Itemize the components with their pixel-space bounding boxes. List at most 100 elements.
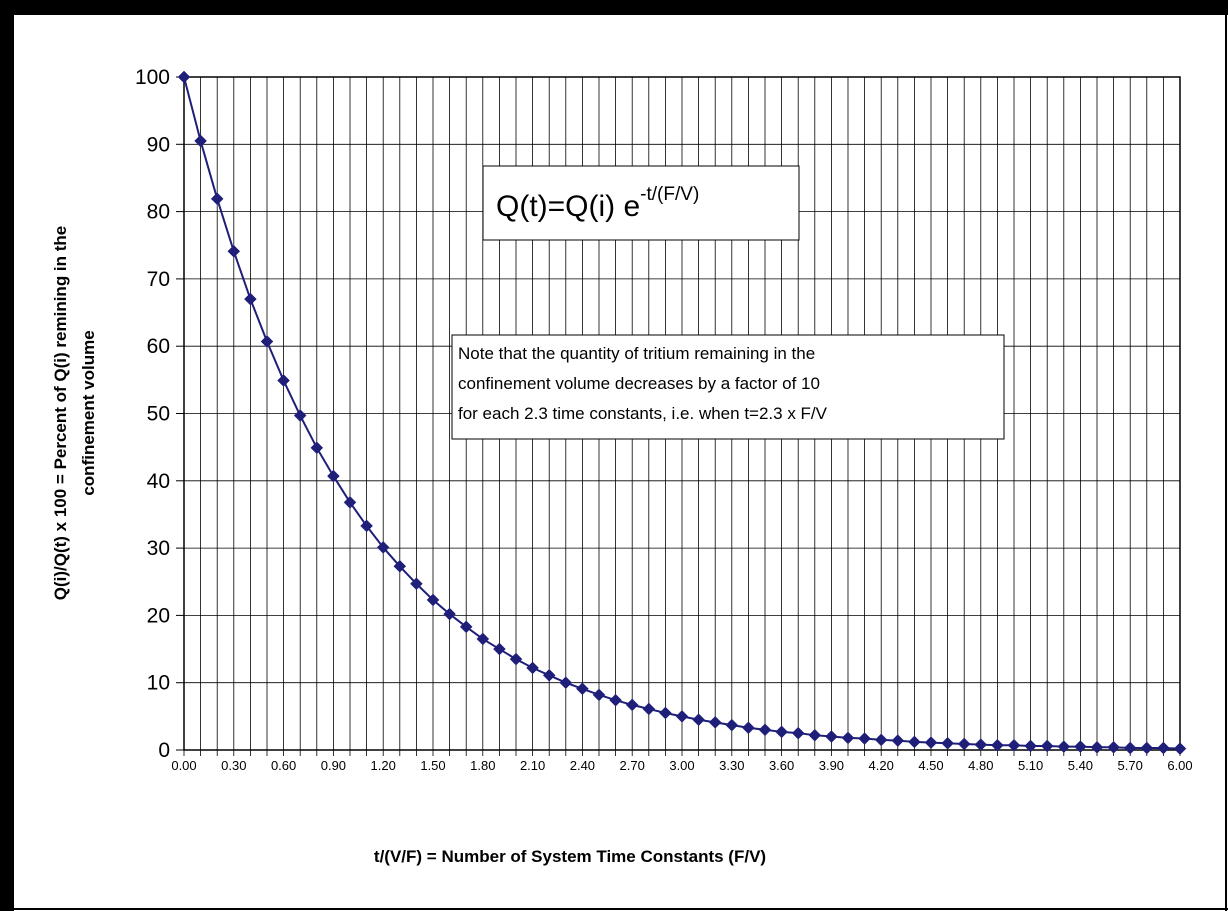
data-point bbox=[1024, 739, 1037, 753]
data-point bbox=[177, 70, 191, 84]
y-axis-title: Q(i)/Q(t) x 100 = Percent of Q(i) remini… bbox=[51, 226, 98, 601]
data-point bbox=[1123, 741, 1137, 755]
data-point bbox=[327, 469, 340, 483]
formula-base: Q(t)=Q(i) e bbox=[496, 190, 640, 223]
data-point bbox=[1173, 742, 1187, 756]
data-point bbox=[310, 441, 324, 455]
note-line-1: Note that the quantity of tritium remain… bbox=[458, 344, 815, 363]
formula-text: Q(t)=Q(i) e-t/(F/V) bbox=[496, 184, 699, 223]
data-point bbox=[974, 738, 988, 751]
x-tick-label: 1.80 bbox=[470, 758, 495, 773]
data-point bbox=[493, 642, 506, 656]
data-point bbox=[277, 374, 290, 387]
data-point bbox=[542, 668, 556, 682]
y-tick-label: 90 bbox=[147, 133, 170, 156]
y-tick-label: 0 bbox=[158, 739, 170, 762]
x-tick-label: 3.30 bbox=[719, 758, 744, 773]
data-point bbox=[1057, 740, 1071, 753]
note-annotation: Note that the quantity of tritium remain… bbox=[451, 334, 1005, 440]
data-point bbox=[393, 559, 407, 573]
data-point bbox=[1140, 741, 1154, 755]
data-point bbox=[1157, 741, 1170, 755]
x-tick-label: 5.70 bbox=[1118, 758, 1143, 773]
data-point bbox=[410, 577, 423, 591]
data-point bbox=[924, 736, 938, 749]
note-box bbox=[451, 334, 1005, 440]
data-point bbox=[957, 737, 971, 751]
x-tick-label: 1.20 bbox=[371, 758, 396, 773]
y-tick-label: 20 bbox=[147, 604, 170, 627]
x-tick-label: 3.60 bbox=[769, 758, 794, 773]
data-point bbox=[360, 519, 373, 533]
y-tick-label: 10 bbox=[147, 672, 170, 695]
data-point bbox=[476, 632, 490, 646]
data-point bbox=[791, 726, 805, 740]
data-point bbox=[692, 713, 705, 727]
data-point bbox=[227, 244, 241, 258]
note-line-3: for each 2.3 time constants, i.e. when t… bbox=[458, 404, 828, 423]
x-tick-label: 2.70 bbox=[620, 758, 645, 773]
x-tick-label: 4.50 bbox=[918, 758, 943, 773]
x-tick-label: 6.00 bbox=[1167, 758, 1192, 773]
y-tick-label: 30 bbox=[147, 537, 170, 560]
data-point bbox=[742, 721, 755, 735]
x-tick-label: 4.20 bbox=[869, 758, 894, 773]
x-tick-label: 5.40 bbox=[1068, 758, 1093, 773]
y-tick-label: 60 bbox=[147, 335, 170, 358]
y-axis-title-line-2: confinement volume bbox=[79, 330, 98, 495]
data-point bbox=[941, 736, 954, 750]
data-point bbox=[1040, 739, 1054, 753]
chart-border-left bbox=[0, 0, 14, 911]
x-tick-label: 0.00 bbox=[171, 758, 196, 773]
x-tick-label: 0.30 bbox=[221, 758, 246, 773]
data-point bbox=[659, 706, 672, 720]
data-point bbox=[526, 661, 539, 675]
x-tick-label: 3.90 bbox=[819, 758, 844, 773]
data-point bbox=[808, 728, 822, 742]
data-point bbox=[708, 716, 722, 729]
data-point bbox=[908, 735, 921, 749]
data-point bbox=[426, 593, 440, 607]
data-point bbox=[1074, 740, 1087, 753]
formula-box bbox=[482, 165, 800, 241]
chart-border-top bbox=[0, 0, 1228, 15]
x-tick-label: 1.50 bbox=[420, 758, 445, 773]
data-point bbox=[758, 723, 772, 737]
data-point bbox=[642, 702, 656, 716]
x-tick-label: 2.10 bbox=[520, 758, 545, 773]
x-tick-label: 0.90 bbox=[321, 758, 346, 773]
data-point bbox=[609, 693, 622, 707]
y-axis-title-line-1: Q(i)/Q(t) x 100 = Percent of Q(i) remini… bbox=[51, 226, 70, 601]
data-point bbox=[725, 718, 739, 732]
data-point bbox=[825, 730, 838, 743]
y-tick-label: 50 bbox=[147, 403, 170, 426]
data-point bbox=[244, 292, 257, 306]
data-point bbox=[443, 607, 456, 621]
x-axis-title: t/(V/F) = Number of System Time Constant… bbox=[374, 847, 766, 866]
data-point bbox=[559, 676, 573, 690]
data-point bbox=[210, 192, 224, 206]
data-point bbox=[1007, 738, 1021, 752]
data-point bbox=[194, 134, 207, 148]
x-tick-label: 5.10 bbox=[1018, 758, 1043, 773]
series-markers bbox=[177, 70, 1187, 756]
data-point bbox=[293, 409, 307, 422]
x-axis-ticks: 0.00 0.30 0.60 0.90 1.20 1.50 1.80 2.10 2.40 2.70… bbox=[171, 750, 1193, 773]
data-point bbox=[260, 335, 274, 348]
x-tick-label: 3.00 bbox=[669, 758, 694, 773]
y-axis-ticks: 0 10 20 30 40 50 60 70 80 90 100 bbox=[135, 66, 184, 762]
data-point bbox=[592, 688, 606, 702]
data-point bbox=[625, 698, 639, 712]
data-point bbox=[675, 709, 689, 723]
y-tick-label: 100 bbox=[135, 66, 170, 89]
data-point bbox=[841, 731, 855, 745]
x-tick-label: 2.40 bbox=[570, 758, 595, 773]
note-line-2: confinement volume decreases by a factor… bbox=[458, 374, 820, 393]
data-point bbox=[1107, 740, 1120, 754]
data-point bbox=[874, 733, 888, 747]
data-point bbox=[858, 732, 871, 745]
data-point bbox=[343, 495, 357, 509]
data-point bbox=[576, 682, 589, 696]
data-point bbox=[891, 734, 905, 747]
data-point bbox=[775, 725, 788, 739]
